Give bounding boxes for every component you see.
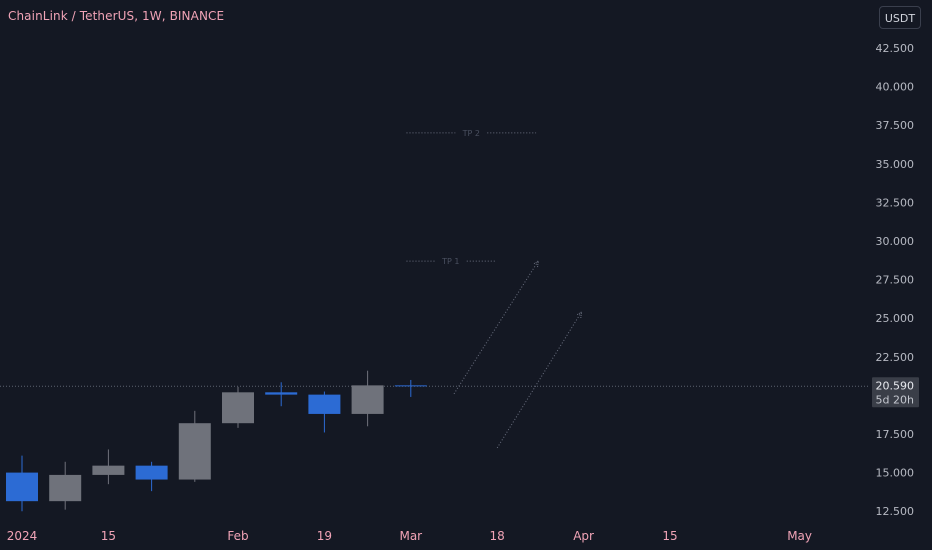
price-axis-label: 17.500 (876, 428, 915, 441)
last-price-value: 20.590 (876, 379, 915, 392)
candle-body[interactable] (6, 472, 38, 502)
time-axis-label: Feb (227, 529, 248, 543)
time-axis-label: 19 (317, 529, 332, 543)
time-axis-label: Mar (399, 529, 422, 543)
candle-body[interactable] (178, 423, 211, 480)
candle-body[interactable] (351, 385, 384, 414)
price-axis-label: 27.500 (876, 274, 915, 287)
target-label: TP 2 (462, 129, 480, 138)
time-axis-label: Apr (573, 529, 594, 543)
price-axis-label: 30.000 (876, 235, 915, 248)
time-axis-label: May (787, 529, 812, 543)
time-axis-label: 2024 (7, 529, 38, 543)
candle-body[interactable] (265, 392, 298, 395)
bar-countdown: 5d 20h (876, 393, 914, 406)
target-label: TP 1 (441, 257, 459, 266)
price-axis-label: 32.500 (876, 196, 915, 209)
price-axis-label: 40.000 (876, 81, 915, 94)
price-axis-label: 37.500 (876, 119, 915, 132)
projection-line (453, 260, 539, 395)
candle-body[interactable] (92, 465, 125, 475)
price-axis-label: 42.500 (876, 42, 915, 55)
projection-line (496, 311, 582, 449)
time-axis-label: 18 (490, 529, 505, 543)
currency-button[interactable]: USDT (879, 6, 921, 29)
price-axis-label: 22.500 (876, 351, 915, 364)
price-axis-label: 12.500 (876, 505, 915, 518)
candle-body[interactable] (394, 385, 427, 387)
price-axis-label: 35.000 (876, 158, 915, 171)
projection-arrowhead (576, 311, 583, 319)
last-price-badge (872, 377, 919, 408)
time-axis-label: 15 (662, 529, 677, 543)
price-axis-label: 15.000 (876, 467, 915, 480)
candle-body[interactable] (222, 392, 254, 424)
time-axis-label: 15 (101, 529, 116, 543)
candle-body[interactable] (308, 394, 341, 414)
candle-body[interactable] (49, 474, 82, 502)
projection-arrowhead (532, 260, 539, 268)
price-axis-label: 25.000 (876, 312, 915, 325)
candle-body[interactable] (135, 465, 168, 480)
symbol-title: ChainLink / TetherUS, 1W, BINANCE (8, 9, 225, 23)
